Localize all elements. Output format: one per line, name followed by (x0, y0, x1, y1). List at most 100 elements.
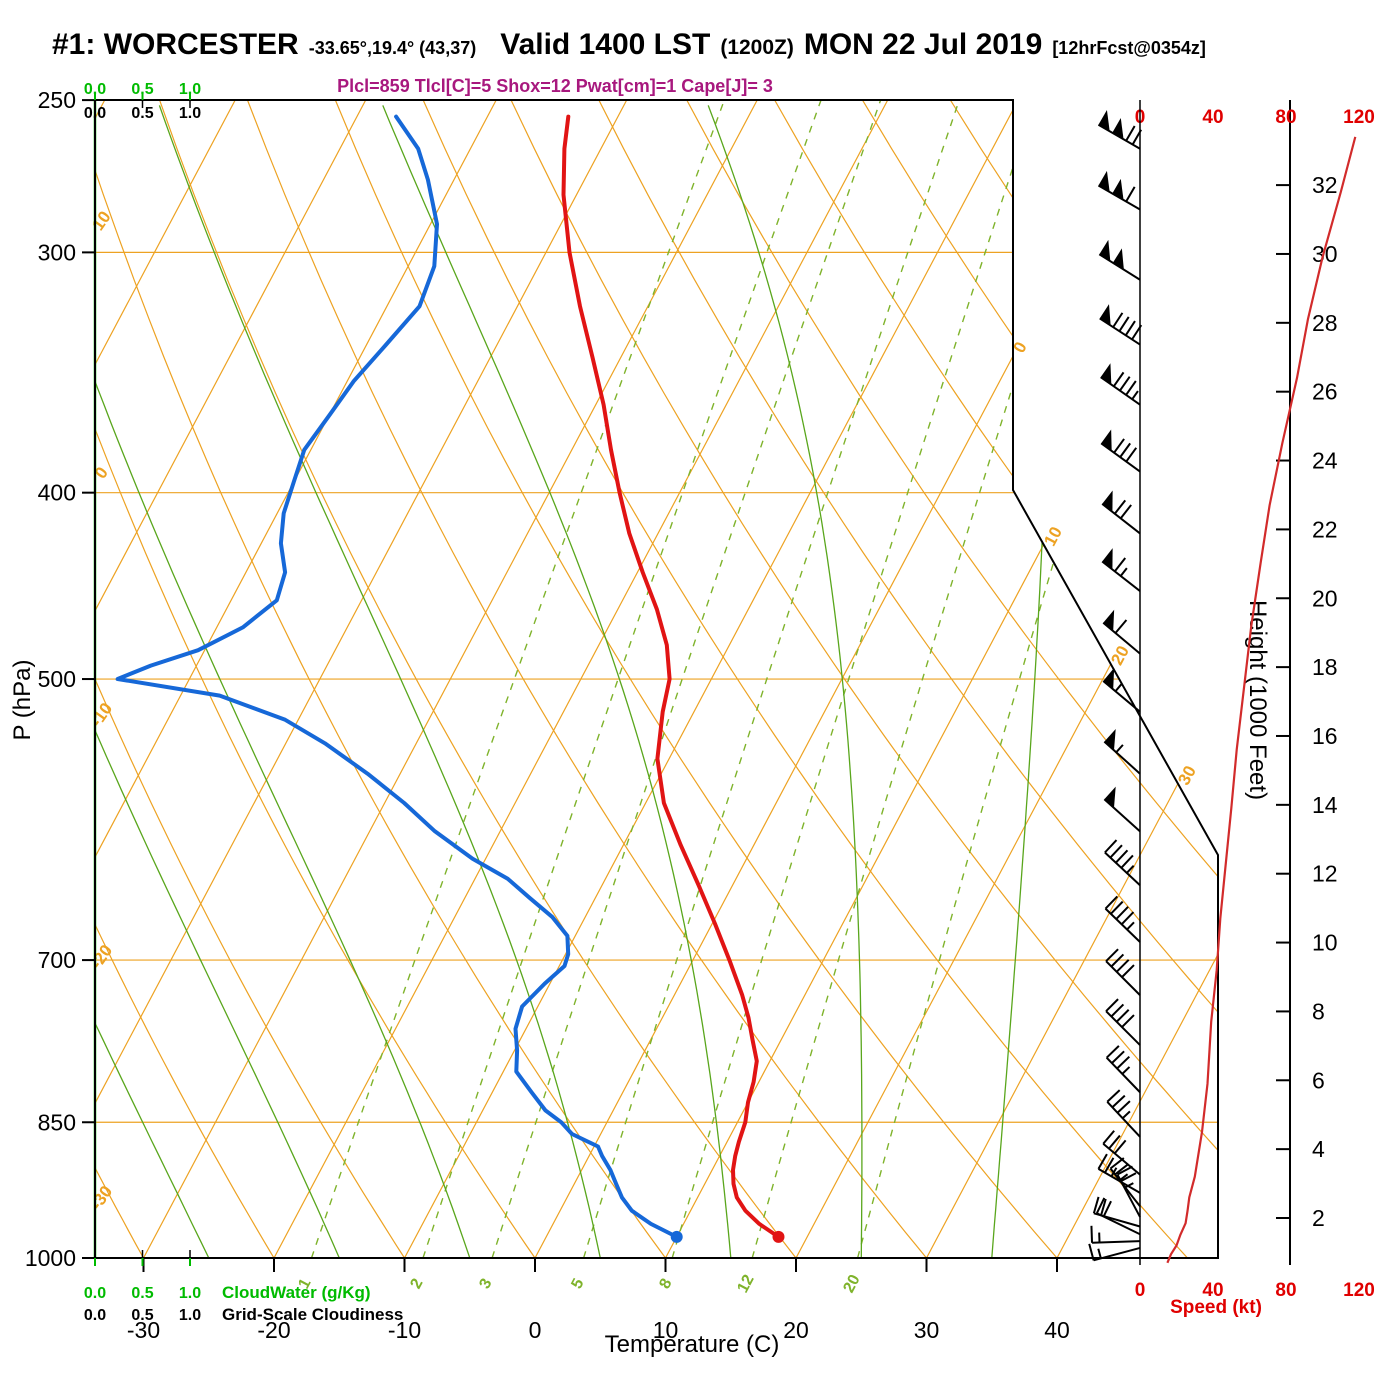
wind-barb (1105, 1045, 1141, 1093)
mixing-ratio-label: 2 (407, 1276, 426, 1292)
wind-barb (1097, 110, 1143, 150)
mixing-ratio-lines (310, 100, 1194, 1258)
speed-tick-label: 120 (1343, 107, 1375, 128)
height-tick-label: 2 (1312, 1205, 1325, 1231)
mixing-ratio-labels: 1 2 3 5 8 12 20 (295, 1272, 863, 1296)
height-tick-label: 24 (1312, 448, 1338, 474)
speed-tick-label: 40 (1202, 107, 1223, 128)
mixing-ratio-label: 8 (656, 1276, 675, 1292)
temp-tick-label: 10 (653, 1317, 679, 1343)
wind-barb (1104, 895, 1141, 943)
wind-barb (1102, 609, 1141, 655)
temp-tick-label: -10 (388, 1317, 421, 1343)
temp-tick-label: -20 (257, 1317, 290, 1343)
pressure-tick-label: 400 (38, 480, 76, 506)
temperature-curve (561, 114, 781, 1239)
mixing-ratio-label: 5 (568, 1276, 587, 1292)
height-tick-label: 8 (1312, 998, 1325, 1024)
cloudiness-tick-label: 1.0 (179, 105, 201, 122)
height-tick-label: 32 (1312, 172, 1338, 198)
wind-barb (1104, 839, 1141, 886)
height-tick-label: 4 (1312, 1136, 1325, 1162)
sounding-curves (115, 114, 781, 1239)
speed-tick-label: 120 (1343, 1280, 1375, 1301)
valid-time: Valid 1400 LST (500, 28, 711, 61)
wind-barb (1098, 239, 1141, 281)
pressure-tick-label: 700 (38, 947, 76, 973)
cloudiness-tick-label: 0.5 (131, 105, 153, 122)
dewpoint-curve (115, 114, 679, 1239)
wind-barb (1090, 1225, 1141, 1244)
temp-tick-label: 40 (1044, 1317, 1070, 1343)
height-tick-label: 22 (1312, 516, 1338, 542)
height-tick-label: 10 (1312, 930, 1338, 956)
wind-barb (1106, 1089, 1141, 1138)
dry-adiabat-label: -30 (87, 1182, 117, 1213)
mixing-ratio-label: 3 (476, 1276, 495, 1292)
cloudiness-tick-label: 0.0 (84, 105, 106, 122)
surface-dewpoint-dot (670, 1230, 683, 1243)
station-coords: -33.65°,19.4° (43,37) (308, 38, 477, 58)
surface-dots (670, 1230, 785, 1243)
dry-adiabat-label: -20 (87, 941, 117, 972)
height-tick-label: 18 (1312, 654, 1338, 680)
speed-tick-label: 80 (1275, 107, 1296, 128)
speed-axis-title: Speed (kt) (1170, 1297, 1262, 1318)
pressure-axis-title: P (hPa) (9, 660, 36, 741)
height-tick-label: 20 (1312, 585, 1338, 611)
speed-profile-line (1166, 136, 1357, 1264)
cloudwater-tick-label: 1.0 (179, 1285, 201, 1302)
wind-barb (1100, 363, 1141, 406)
height-tick-label: 12 (1312, 861, 1338, 887)
wind-barb (1109, 1157, 1141, 1207)
wind-barb (1088, 1243, 1141, 1262)
cloudiness-tick-label: 1.0 (179, 1307, 201, 1324)
pressure-tick-label: 250 (38, 87, 76, 113)
temp-axis-title: Temperature (C) (605, 1331, 780, 1358)
wind-barb (1101, 548, 1141, 592)
mixing-ratio-label: 12 (734, 1272, 757, 1296)
pressure-temp-ticks: 250 300 400 500 700 850 1000 -30 -20 -10 0 10 20 30 40 (25, 87, 1070, 1343)
pressure-tick-label: 1000 (25, 1245, 76, 1271)
mixing-ratio-label: 20 (840, 1272, 863, 1296)
wind-barb (1095, 1197, 1141, 1236)
height-tick-label: 26 (1312, 379, 1338, 405)
dry-adiabat-label: -10 (87, 699, 117, 730)
surface-temperature-dot (772, 1230, 785, 1243)
dry-adiabat-label: 10 (88, 208, 114, 234)
pressure-tick-label: 850 (38, 1109, 76, 1135)
temp-tick-label: 30 (914, 1317, 940, 1343)
wind-barb (1099, 304, 1143, 346)
height-tick-label: 6 (1312, 1067, 1325, 1093)
valid-date: MON 22 Jul 2019 (803, 28, 1043, 61)
cloudiness-tick-label: 0.5 (131, 1307, 153, 1324)
height-tick-label: 16 (1312, 723, 1338, 749)
speed-tick-label: 0 (1135, 1280, 1146, 1301)
valid-zulu: (1200Z) (720, 36, 794, 59)
station-title: #1: WORCESTER (52, 28, 299, 61)
wind-barbs (1088, 100, 1143, 1265)
cloudwater-tick-label: 0.5 (131, 81, 153, 98)
wind-barb (1105, 998, 1141, 1046)
cloudiness-legend: Grid-Scale Cloudiness (222, 1305, 403, 1324)
wind-barb (1102, 667, 1141, 713)
forecast-tag: [12hrFcst@0354z] (1052, 38, 1206, 58)
cloudwater-tick-label: 0.0 (84, 1285, 106, 1302)
speed-tick-label: 40 (1202, 1280, 1223, 1301)
wind-barb (1097, 170, 1141, 211)
wind-barb (1100, 429, 1141, 473)
stats-line: Plcl=859 Tlcl[C]=5 Shox=12 Pwat[cm]=1 Ca… (337, 76, 773, 96)
titlebar: #1: WORCESTER -33.65°,19.4° (43,37) Vali… (52, 28, 1397, 62)
height-tick-label: 28 (1312, 310, 1338, 336)
cloudwater-tick-label: 0.5 (131, 1285, 153, 1302)
wind-barb (1101, 490, 1141, 535)
temp-tick-label: 0 (529, 1317, 542, 1343)
speed-tick-label: 80 (1275, 1280, 1296, 1301)
height-tick-label: 14 (1312, 792, 1338, 818)
wind-speed-curve (1166, 136, 1357, 1264)
height-tick-label: 30 (1312, 241, 1338, 267)
wind-barb (1103, 728, 1141, 775)
isobar-lines (95, 251, 1218, 1123)
